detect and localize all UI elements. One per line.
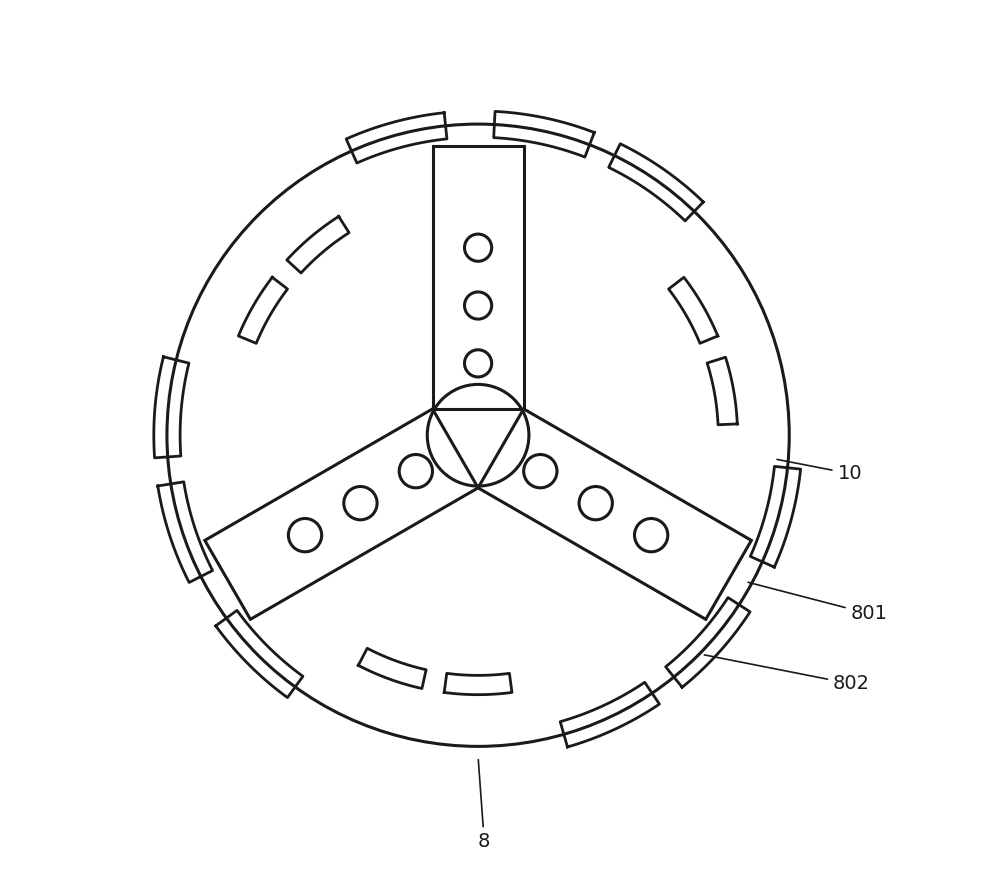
Text: 802: 802	[704, 654, 870, 694]
Text: 8: 8	[478, 759, 490, 852]
Text: 801: 801	[748, 583, 888, 623]
Text: 10: 10	[777, 459, 862, 483]
